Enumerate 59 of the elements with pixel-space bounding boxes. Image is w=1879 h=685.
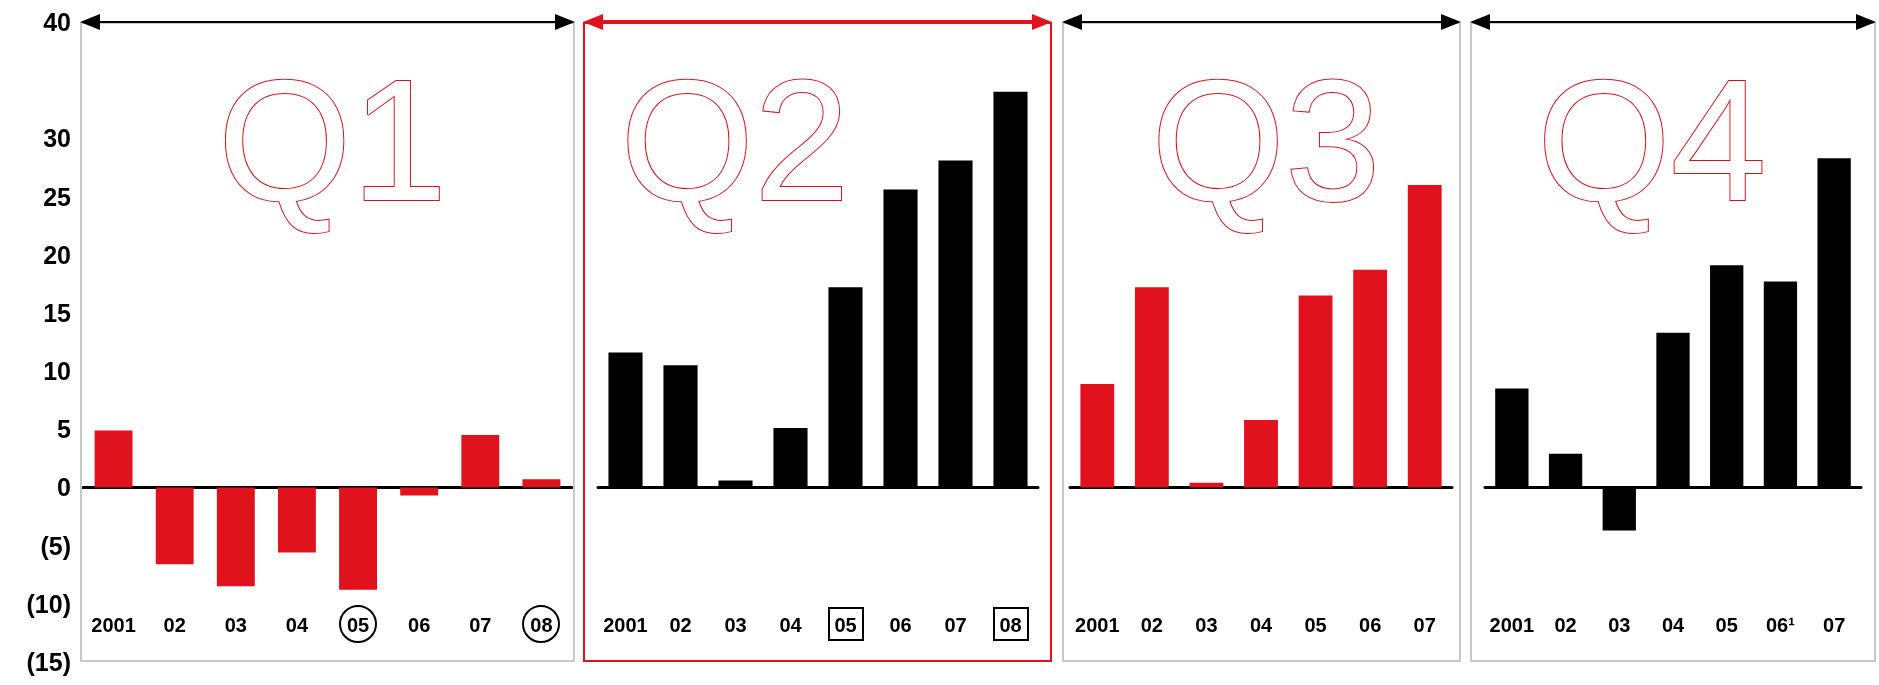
y-tick-label: 25 [43, 182, 72, 211]
y-tick-label: 20 [43, 240, 71, 269]
y-tick-label: 0 [57, 473, 71, 502]
bar [1134, 287, 1169, 488]
x-tick-label: 2001 [1075, 614, 1120, 636]
y-tick-label: 5 [57, 415, 72, 444]
x-tick-label: 06¹ [1765, 614, 1796, 636]
x-tick-label: 02 [669, 614, 692, 636]
x-tick-label: 06 [408, 614, 431, 636]
bar [339, 487, 378, 590]
x-tick-label: 2001 [1489, 614, 1535, 636]
x-tick-label: 04 [285, 614, 309, 636]
x-tick-label: 03 [1608, 614, 1631, 636]
x-tick-label: 05 [834, 614, 857, 636]
x-tick-label: 06 [889, 614, 912, 636]
x-tick-label: 07 [469, 614, 492, 636]
x-tick-label: 08 [530, 614, 553, 636]
bar [522, 479, 561, 488]
x-tick-label: 02 [1140, 614, 1163, 636]
bar [216, 487, 255, 587]
y-tick-label: 30 [43, 124, 71, 153]
x-tick-label: 2001 [91, 614, 136, 636]
x-tick-label: 2001 [603, 614, 648, 636]
x-tick-label: 05 [1715, 614, 1738, 636]
x-tick-label: 05 [1304, 614, 1327, 636]
bar [1244, 419, 1278, 488]
x-tick-label: 04 [779, 614, 803, 636]
x-tick-label: 03 [224, 614, 247, 636]
x-tick-label: 07 [1823, 614, 1846, 636]
y-tick-label: 10 [43, 357, 71, 386]
chart-title: Q3 [1151, 44, 1381, 236]
x-tick-label: 07 [1413, 614, 1436, 636]
bar [1407, 184, 1442, 488]
y-tick-label: 15 [43, 298, 72, 327]
x-tick-label: 08 [999, 614, 1022, 636]
y-tick-label: (15) [26, 648, 71, 676]
x-tick-label: 07 [944, 614, 967, 636]
x-tick-label: 03 [724, 614, 747, 636]
bar [1080, 383, 1115, 488]
chart-title: Q4 [1536, 44, 1767, 236]
x-tick-label: 04 [1661, 614, 1685, 636]
x-tick-label: 02 [163, 614, 186, 636]
chart-title: Q1 [217, 44, 448, 236]
bar [94, 430, 133, 488]
bar [155, 487, 194, 565]
bar [461, 435, 500, 488]
x-tick-label: 04 [1249, 614, 1273, 636]
bar [400, 487, 439, 496]
x-tick-label: 06 [1359, 614, 1382, 636]
chart-title: Q2 [620, 44, 850, 236]
x-tick-label: 03 [1195, 614, 1218, 636]
x-tick-label: 02 [1554, 614, 1577, 636]
bar [1353, 269, 1388, 488]
y-tick-label: 40 [43, 8, 71, 36]
x-tick-label: 05 [346, 614, 370, 636]
bar [277, 487, 316, 553]
y-tick-label: (10) [26, 589, 71, 618]
bar [1298, 295, 1333, 488]
y-tick-label: (5) [40, 531, 71, 560]
